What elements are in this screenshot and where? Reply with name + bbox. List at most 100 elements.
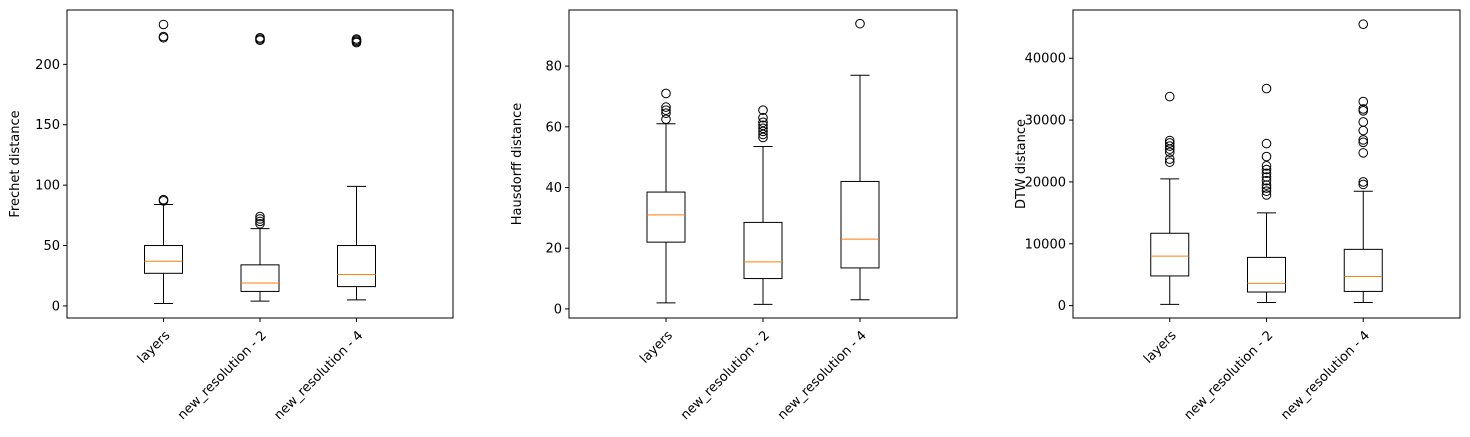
iqr-box [743, 221, 783, 280]
y-axis-label: DTW distance [1014, 119, 1029, 209]
outlier-point [1261, 151, 1272, 162]
y-tick-label: 40 [545, 181, 562, 196]
outlier-point [1358, 137, 1369, 148]
outlier-point [255, 32, 265, 43]
y-tick-label: 100 [35, 179, 60, 194]
iqr-box [646, 191, 686, 243]
outlier-point [758, 123, 768, 134]
outlier-point [1358, 125, 1369, 136]
outlier-point [158, 194, 169, 205]
iqr-box [337, 245, 376, 288]
y-tick-label: 60 [545, 120, 562, 135]
outlier-point [351, 34, 362, 44]
box-new-resolution-2 [240, 32, 280, 302]
iqr-box [240, 264, 280, 292]
y-tick-label: 10000 [1025, 237, 1066, 252]
outlier-point [661, 88, 671, 99]
outlier-point [661, 105, 671, 115]
outlier-point [1164, 154, 1175, 164]
outlier-point [158, 19, 169, 30]
outlier-point [1164, 147, 1175, 158]
outlier-point [1358, 96, 1369, 107]
box-new-resolution-4 [840, 18, 880, 301]
y-tick-label: 20000 [1025, 175, 1066, 190]
box-layers [1150, 91, 1190, 305]
outlier-point [1261, 161, 1272, 171]
x-tick-label-new-resolution-4: new_resolution - 4 [1278, 328, 1373, 423]
outlier-point [758, 120, 768, 131]
outlier-point [1261, 175, 1272, 186]
y-axis-label: Hausdorff distance [510, 103, 525, 225]
outlier-point [661, 102, 671, 112]
outlier-point [1164, 157, 1175, 167]
y-tick-label: 20 [545, 242, 562, 257]
outlier-point [1164, 138, 1175, 148]
x-tick-label-new-resolution-2: new_resolution - 2 [175, 328, 270, 423]
outlier-point [758, 117, 768, 128]
axes-frame [66, 9, 454, 319]
outlier-point [1164, 135, 1175, 146]
outlier-point [1358, 148, 1369, 158]
x-tick-label-new-resolution-2: new_resolution - 2 [1181, 328, 1276, 423]
outlier-point [758, 112, 768, 123]
y-tick-label: 0 [52, 299, 60, 314]
outlier-point [1261, 183, 1272, 193]
outlier-point [255, 216, 265, 227]
outlier-point [1261, 168, 1272, 179]
y-tick-label: 0 [554, 302, 562, 317]
axes-frame [1072, 9, 1461, 319]
iqr-box [1150, 232, 1190, 277]
iqr-box [840, 180, 880, 269]
outlier-point [1358, 179, 1369, 190]
x-tick-label-new-resolution-2: new_resolution - 2 [678, 328, 773, 423]
y-tick-label: 0 [1058, 299, 1066, 314]
outlier-point [758, 126, 768, 137]
y-tick-label: 150 [35, 118, 60, 133]
x-tick-label-new-resolution-4: new_resolution - 4 [271, 328, 366, 423]
x-tick-label-new-resolution-4: new_resolution - 4 [775, 328, 870, 423]
outlier-point [1164, 141, 1175, 151]
outlier-point [1261, 180, 1272, 190]
outlier-point [661, 114, 671, 125]
outlier-point [1358, 177, 1369, 187]
outlier-point [158, 31, 169, 42]
y-tick-label: 40000 [1025, 52, 1066, 67]
outlier-point [255, 214, 265, 224]
outlier-point [1261, 186, 1272, 197]
iqr-box [144, 245, 183, 274]
outlier-point [1164, 91, 1175, 102]
box-layers [144, 19, 183, 305]
x-tick-label-layers: layers [135, 328, 174, 367]
y-tick-label: 200 [35, 58, 60, 73]
outlier-point [1261, 83, 1272, 94]
outlier-point [661, 108, 671, 118]
outlier-point [855, 18, 865, 29]
frechet-boxplot-panel: 0 50 100 150 200 layers new_resolution - 2 new_… [8, 9, 454, 423]
outlier-point [1358, 106, 1369, 116]
outlier-point [1261, 138, 1272, 149]
outlier-point [1261, 172, 1272, 182]
outlier-point [758, 132, 768, 143]
outlier-point [1358, 117, 1369, 127]
y-tick-label: 50 [43, 239, 60, 254]
outlier-point [758, 105, 768, 115]
iqr-box [1343, 248, 1383, 292]
box-new-resolution-2 [743, 105, 783, 305]
outlier-point [1261, 164, 1272, 175]
iqr-box [1247, 256, 1286, 293]
outlier-point [255, 211, 265, 222]
box-layers [646, 88, 686, 304]
outlier-point [758, 129, 768, 140]
y-axis-label: Frechet distance [8, 110, 23, 217]
outlier-point [1358, 104, 1369, 114]
x-tick-label-layers: layers [1141, 328, 1180, 367]
x-tick-label-layers: layers [637, 328, 676, 367]
box-new-resolution-4 [1343, 19, 1383, 304]
outlier-point [1358, 19, 1369, 30]
outlier-point [1261, 190, 1272, 200]
y-tick-label: 30000 [1025, 114, 1066, 129]
box-new-resolution-2 [1247, 83, 1286, 304]
outlier-point [255, 218, 265, 229]
